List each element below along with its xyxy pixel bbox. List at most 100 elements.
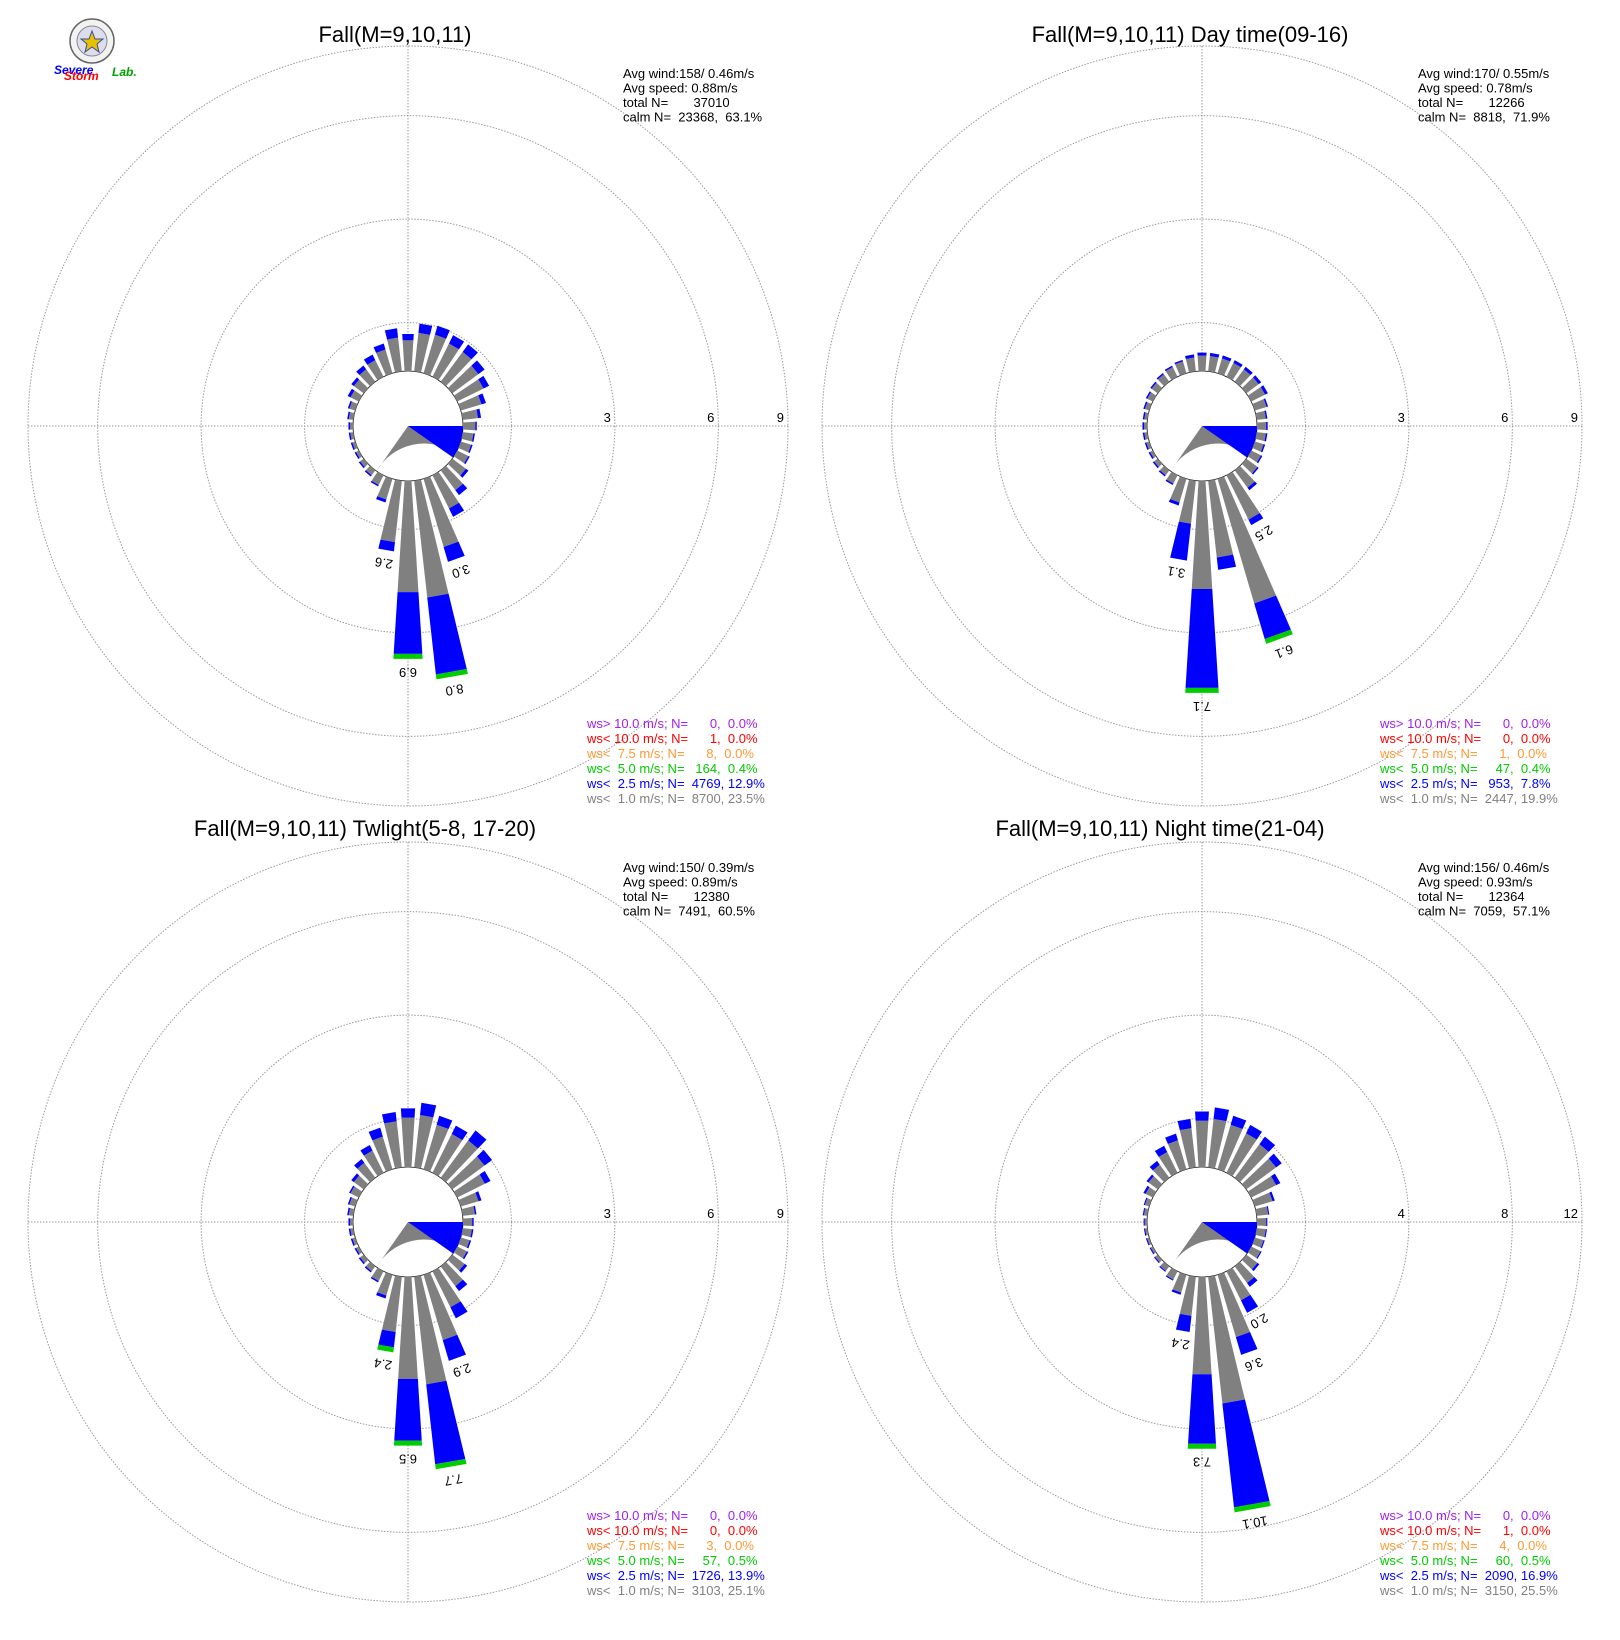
bar-segment-blue bbox=[1145, 391, 1152, 399]
direction-bar bbox=[349, 1185, 363, 1198]
bar-segment-gray bbox=[1191, 480, 1213, 590]
bar-segment-blue bbox=[393, 592, 423, 654]
direction-bar bbox=[1252, 1191, 1275, 1207]
direction-bar bbox=[347, 400, 358, 411]
bar-segment-gray bbox=[371, 471, 384, 485]
bar-segment-blue bbox=[350, 442, 355, 450]
calm-sector-gray bbox=[1170, 426, 1250, 472]
direction-bar bbox=[1208, 479, 1237, 570]
bar-segment-green bbox=[435, 668, 468, 680]
bar-segment-blue bbox=[1174, 359, 1183, 365]
direction-bar bbox=[348, 1228, 355, 1237]
bar-segment-gray bbox=[458, 395, 482, 411]
calm-sector-blue bbox=[408, 1222, 464, 1254]
stat-line: Avg speed: 0.93m/s bbox=[1418, 875, 1533, 890]
bar-segment-gray bbox=[414, 1275, 447, 1385]
bar-segment-gray bbox=[453, 1246, 467, 1259]
direction-bar bbox=[351, 1173, 369, 1190]
panel-title: Fall(M=9,10,11) bbox=[318, 22, 471, 47]
legend-entry: ws< 5.0 m/s; N= 60, 0.5% bbox=[1379, 1553, 1551, 1568]
direction-bar bbox=[1208, 1107, 1230, 1169]
bar-segment-blue bbox=[384, 328, 399, 340]
bar-segment-gray bbox=[1147, 392, 1157, 402]
bar-segment-blue bbox=[1266, 1217, 1268, 1227]
calm-sector-gray bbox=[376, 426, 456, 472]
direction-bar bbox=[453, 1246, 469, 1260]
stat-line: total N= 12266 bbox=[1418, 95, 1525, 110]
ring-value-label: 9 bbox=[1571, 410, 1578, 425]
bar-segment-gray bbox=[355, 450, 363, 459]
direction-bar bbox=[348, 432, 355, 441]
direction-bar bbox=[1247, 1246, 1262, 1259]
direction-bar bbox=[1165, 1133, 1187, 1172]
stat-line: Avg wind:170/ 0.55m/s bbox=[1418, 66, 1550, 81]
direction-bar bbox=[368, 1127, 393, 1172]
direction-bar bbox=[1168, 476, 1187, 506]
bar-segment-gray bbox=[1252, 399, 1267, 411]
bar-segment-gray bbox=[1197, 355, 1207, 372]
bar-segment-blue bbox=[1251, 1262, 1260, 1272]
bar-segment-blue bbox=[1142, 411, 1146, 420]
bar-segment-gray bbox=[1158, 1151, 1178, 1177]
bar-segment-blue bbox=[1195, 1111, 1209, 1121]
direction-bar bbox=[1174, 359, 1187, 376]
bar-segment-gray bbox=[377, 476, 393, 500]
legend-entry: ws< 1.0 m/s; N= 3103, 25.1% bbox=[586, 1583, 765, 1598]
bar-segment-gray bbox=[350, 1218, 354, 1226]
bar-value-label: 8.0 bbox=[444, 681, 464, 699]
bar-segment-blue bbox=[1156, 373, 1164, 380]
bar-segment-blue bbox=[370, 1276, 379, 1283]
bar-segment-gray bbox=[1208, 1118, 1227, 1169]
bar-segment-gray bbox=[1252, 1192, 1273, 1207]
direction-bar bbox=[356, 365, 376, 387]
bar-segment-blue bbox=[349, 1185, 355, 1194]
bar-segment-gray bbox=[350, 432, 355, 440]
direction-bar bbox=[1226, 1124, 1262, 1177]
bar-segment-gray bbox=[462, 1217, 473, 1227]
direction-bar bbox=[1252, 398, 1269, 411]
bar-segment-gray bbox=[1165, 367, 1178, 381]
bar-segment-gray bbox=[1179, 1128, 1196, 1169]
direction-bar bbox=[373, 343, 393, 376]
bar-segment-blue bbox=[1188, 1374, 1216, 1444]
bar-segment-gray bbox=[348, 1207, 355, 1216]
bar-segment-blue bbox=[368, 1127, 383, 1141]
ring-value-label: 3 bbox=[604, 410, 611, 425]
bar-value-label: 7.1 bbox=[1193, 699, 1211, 714]
direction-bar bbox=[350, 441, 358, 450]
bar-segment-gray bbox=[1234, 1144, 1269, 1183]
direction-bar bbox=[1252, 441, 1266, 453]
direction-bar bbox=[461, 1228, 474, 1238]
bar-segment-gray bbox=[1247, 386, 1266, 402]
bar-segment-gray bbox=[1160, 1261, 1170, 1271]
bar-segment-gray bbox=[1247, 1176, 1277, 1198]
direction-bar bbox=[347, 388, 363, 402]
legend-entry: ws< 7.5 m/s; N= 4, 0.0% bbox=[1379, 1538, 1547, 1553]
legend-entry: ws< 7.5 m/s; N= 3, 0.0% bbox=[586, 1538, 754, 1553]
direction-bar bbox=[402, 334, 414, 372]
bar-segment-gray bbox=[1154, 1254, 1163, 1263]
bar-segment-blue bbox=[450, 1301, 468, 1319]
bar-segment-gray bbox=[350, 422, 354, 430]
direction-bar: 6.1 bbox=[1217, 476, 1295, 662]
bar-segment-blue bbox=[363, 354, 376, 365]
calm-sector-blue bbox=[1202, 426, 1257, 458]
bar-segment-blue bbox=[1254, 595, 1291, 640]
legend-entry: ws< 5.0 m/s; N= 47, 0.4% bbox=[1379, 761, 1551, 776]
bar-segment-gray bbox=[372, 1136, 393, 1172]
bar-segment-gray bbox=[1166, 471, 1178, 484]
bar-segment-blue bbox=[347, 400, 352, 409]
bar-segment-gray bbox=[402, 340, 414, 372]
bar-value-label: 2.4 bbox=[373, 1355, 393, 1373]
direction-bar bbox=[461, 408, 482, 420]
bar-segment-blue bbox=[402, 334, 414, 341]
direction-bar: 3.6 bbox=[1217, 1272, 1265, 1375]
wind-rose-panel: 3 6 9 3.0 8.0 6.9 2.6 Fall(M=9,10,11) Avg wind:1… bbox=[27, 22, 789, 807]
direction-bar bbox=[384, 328, 402, 373]
bar-segment-gray bbox=[353, 1175, 369, 1190]
bar-segment-gray bbox=[414, 332, 431, 373]
bar-segment-gray bbox=[1144, 1198, 1152, 1207]
average-wind-sector bbox=[376, 426, 463, 472]
bar-segment-blue bbox=[1247, 481, 1258, 491]
bar-segment-gray bbox=[1185, 357, 1196, 373]
